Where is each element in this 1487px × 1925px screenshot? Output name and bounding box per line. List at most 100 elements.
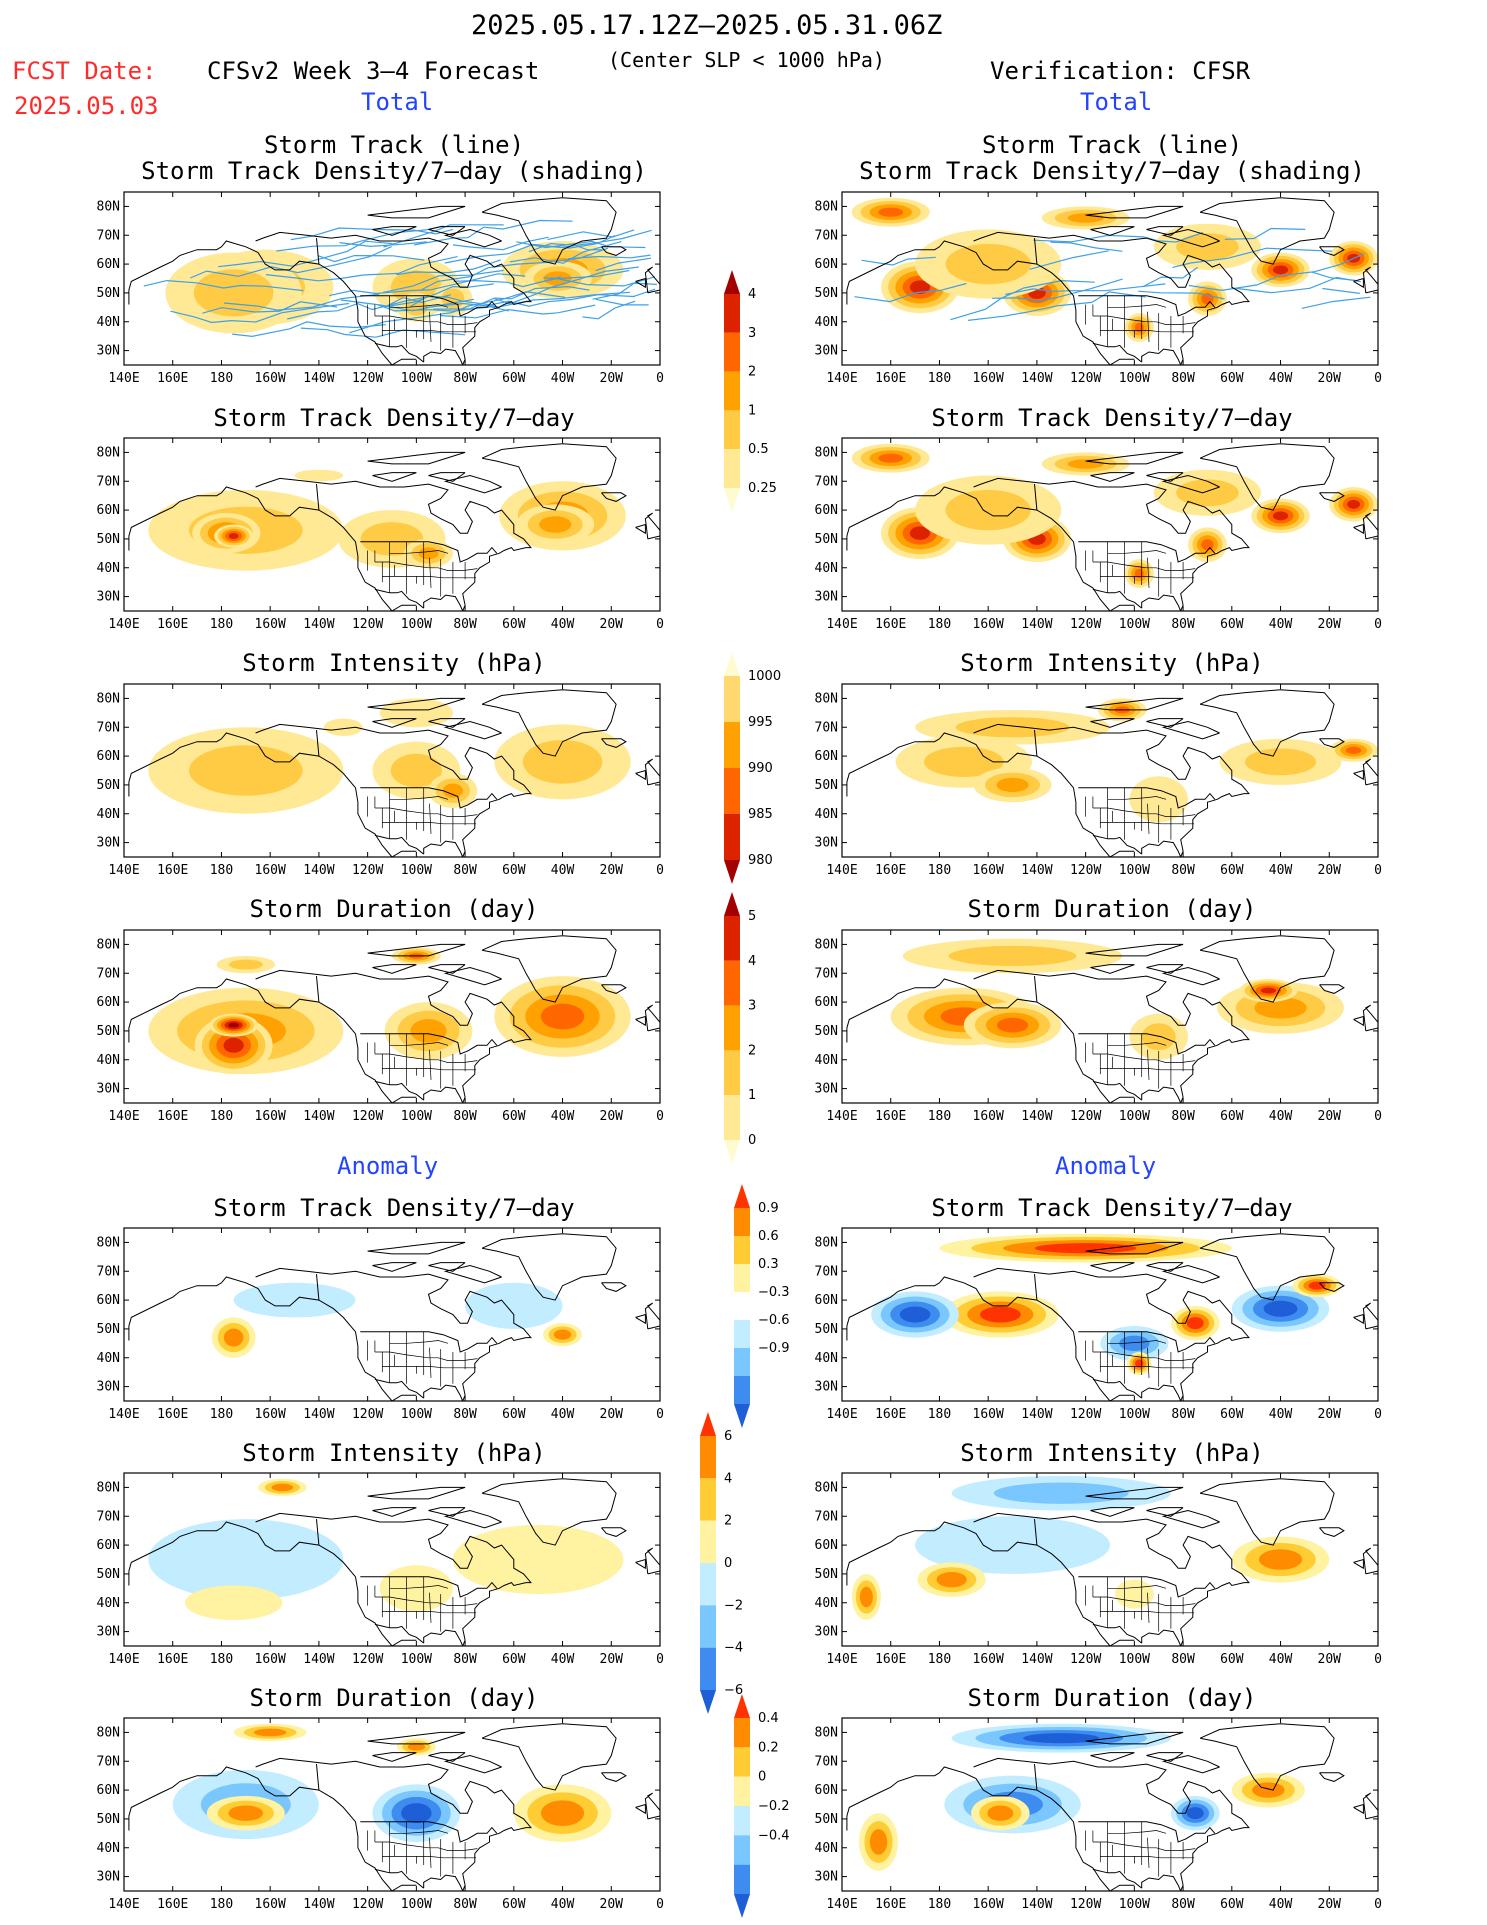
storm-track-line [378, 304, 509, 312]
anomaly-patch [980, 1306, 1021, 1323]
colorbar-segment [724, 332, 740, 372]
lon-tick-label: 80W [453, 617, 477, 632]
coastline [316, 1519, 320, 1546]
lon-tick-label: 0 [1374, 1109, 1382, 1124]
coastline [1090, 472, 1135, 482]
lon-tick-label: 60W [502, 1897, 526, 1912]
coastline [1109, 1394, 1135, 1401]
state-boundary [374, 1053, 478, 1063]
coastline [1085, 1486, 1184, 1500]
lon-tick-label: 140E [108, 371, 139, 386]
lon-tick-label: 160E [157, 1407, 188, 1422]
shaded-contour [955, 717, 1070, 738]
coastline [128, 1276, 393, 1401]
anomaly-patch [1186, 1807, 1204, 1820]
state-boundary [1147, 1347, 1150, 1378]
colorbar-segment [724, 294, 740, 333]
state-boundary [1107, 1042, 1167, 1046]
colorbar-label: 6 [724, 1429, 732, 1444]
colorbar-label: 2 [724, 1514, 732, 1529]
lat-tick-label: 80N [97, 445, 120, 460]
coastline [1353, 769, 1364, 781]
anomaly-patch [401, 1803, 432, 1824]
state-boundary [1107, 1585, 1167, 1589]
coastline [443, 966, 502, 986]
colorbar-segment [724, 449, 740, 488]
colorbar-label: 995 [748, 715, 773, 730]
lon-tick-label: 20W [600, 1897, 624, 1912]
coastline [1362, 512, 1378, 540]
state-boundary [429, 1347, 432, 1378]
lon-tick-label: 140E [826, 617, 857, 632]
lon-tick-label: 140E [108, 1897, 139, 1912]
coastline [316, 1274, 320, 1301]
lon-tick-label: 40W [1269, 1407, 1293, 1422]
colorbar-segment [724, 960, 740, 1006]
coastline [128, 978, 393, 1103]
coastline [1362, 1547, 1378, 1575]
lon-tick-label: 180 [210, 1897, 233, 1912]
coastline [481, 1478, 617, 1546]
verification-label: Verification: CFSR [990, 57, 1251, 85]
anomaly-patch [553, 1329, 572, 1340]
panel-title-intensity-anom-right: Storm Intensity (hPa) [960, 1439, 1264, 1467]
coastline [635, 523, 646, 535]
colorbar-label: 0 [724, 1556, 732, 1571]
storm-track-line [861, 256, 936, 266]
colorbar-segment [734, 1806, 750, 1836]
coastline [367, 1241, 466, 1255]
lon-tick-label: 160E [875, 1109, 906, 1124]
lon-tick-label: 160E [157, 617, 188, 632]
lon-tick-label: 80W [1171, 863, 1195, 878]
panel-title-density-right: Storm Track Density/7–day [931, 404, 1293, 432]
coastline [1199, 1233, 1335, 1301]
shaded-contour [390, 753, 442, 788]
lon-tick-label: 120W [1070, 1407, 1101, 1422]
coastline [367, 1731, 466, 1745]
lon-tick-label: 20W [1318, 1407, 1342, 1422]
lon-tick-label: 20W [600, 1109, 624, 1124]
shaded-contour [878, 453, 904, 463]
lon-tick-label: 140E [108, 863, 139, 878]
lat-tick-label: 80N [97, 937, 120, 952]
map-panel-density-left: 80N 70N 60N 50N 40N 30N 140E 160E 180 160W 140W 120… [97, 437, 664, 632]
colorbar-segment [724, 652, 740, 676]
coastline [1161, 720, 1220, 740]
coastline [644, 512, 660, 540]
colorbar-segment [700, 1412, 716, 1436]
lon-tick-label: 140E [826, 863, 857, 878]
storm-track-line [223, 293, 380, 311]
coastline [360, 787, 498, 809]
lon-tick-label: 80W [453, 1652, 477, 1667]
shaded-contour [948, 945, 1077, 967]
lat-tick-label: 50N [97, 286, 120, 301]
colorbar-label: 0.5 [748, 442, 769, 457]
lon-tick-label: 120W [1070, 371, 1101, 386]
coastline [1090, 718, 1135, 728]
coastline [128, 1766, 393, 1891]
storm-track-line [1172, 247, 1333, 268]
lon-tick-label: 40W [551, 1652, 575, 1667]
lon-tick-label: 140W [1021, 1897, 1052, 1912]
coastline [372, 472, 417, 482]
lon-tick-label: 140W [1021, 863, 1052, 878]
coastline [1362, 758, 1378, 786]
lon-tick-label: 40W [1269, 1652, 1293, 1667]
colorbar-label: 980 [748, 853, 773, 868]
lon-tick-label: 120W [352, 1897, 383, 1912]
lon-tick-label: 100W [1119, 617, 1150, 632]
shaded-contour [1245, 748, 1317, 776]
coastline [1078, 295, 1216, 317]
lon-tick-label: 40W [1269, 371, 1293, 386]
lat-tick-label: 70N [815, 1754, 838, 1769]
state-boundary [389, 304, 449, 308]
coastline [601, 246, 627, 256]
lat-tick-label: 40N [97, 315, 120, 330]
shaded-contour [945, 243, 1031, 285]
lon-tick-label: 60W [1220, 1652, 1244, 1667]
coastline [374, 1868, 425, 1889]
coastline [391, 358, 417, 365]
lon-tick-label: 80W [453, 863, 477, 878]
coastline [128, 240, 393, 365]
lon-tick-label: 40W [1269, 1109, 1293, 1124]
